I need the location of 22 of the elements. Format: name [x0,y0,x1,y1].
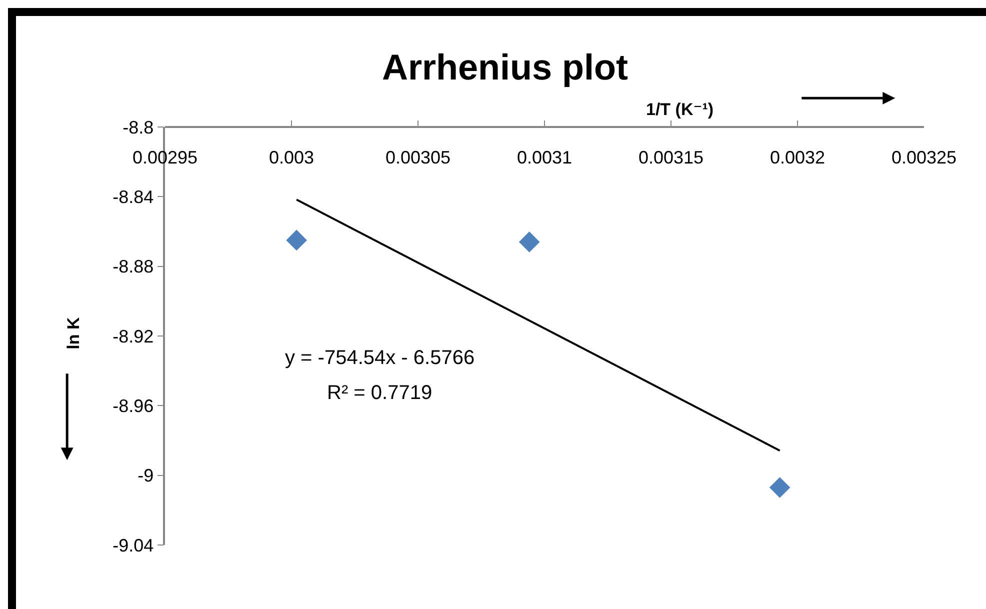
x-tick-label: 0.0031 [516,147,572,168]
y-tick-label: -8.88 [112,256,154,277]
y-tick-label: -8.96 [112,396,154,416]
x-tick-label: 0.00295 [132,147,198,168]
annotation: y = -754.54x - 6.5766 [285,347,475,369]
y-tick-label: -8.84 [112,186,154,207]
point [769,477,790,498]
x-tick-label: 0.003 [268,147,314,168]
chart-title: Arrhenius plot [382,46,628,88]
point [286,230,307,251]
y-tick-label: -9 [138,466,154,486]
point [518,232,540,252]
y-tick-label: -8.8 [122,117,154,138]
y-axis-title: ln K [64,316,84,350]
x-tick-label: 0.0032 [770,147,826,168]
x-tick-label: 0.00305 [385,147,451,168]
y-tick-label: -8.92 [112,326,154,346]
x-tick-label: 0.00315 [638,147,704,168]
x-axis-title: 1/T (K⁻¹) [646,100,714,119]
x-tick-label: 0.00325 [891,147,957,168]
y-tick-label: -9.04 [112,535,154,556]
annotation: R² = 0.7719 [327,382,432,404]
